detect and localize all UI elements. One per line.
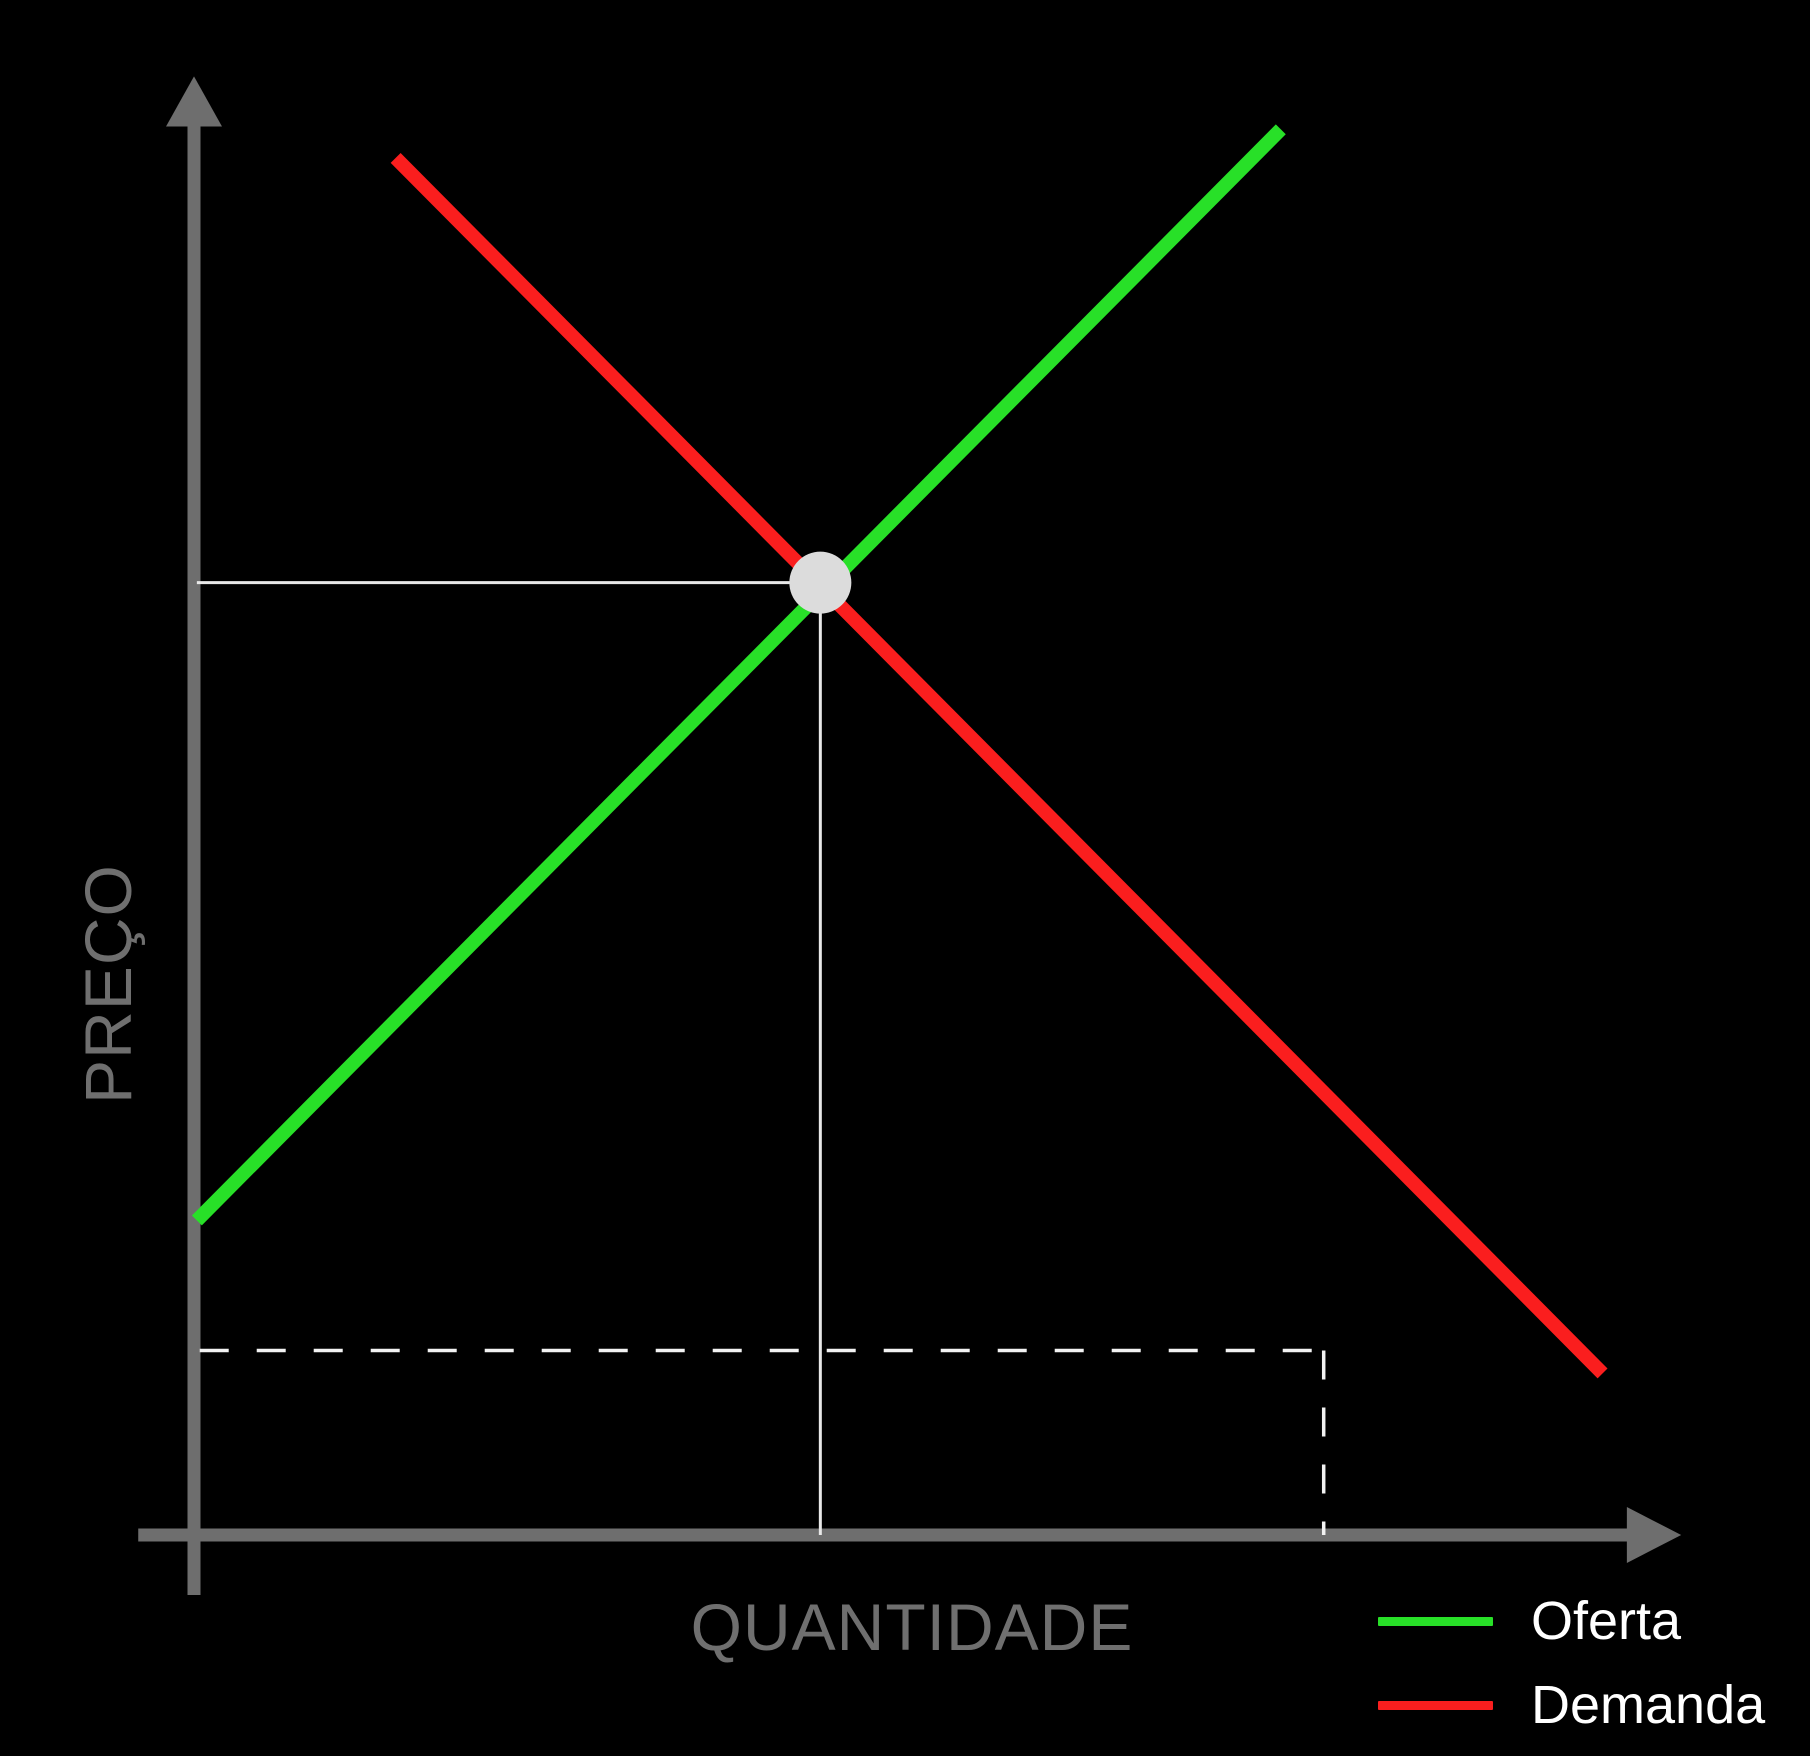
series-line-demanda <box>390 152 1608 1379</box>
legend: Oferta Demanda <box>1378 1586 1765 1740</box>
y-axis-label: PREÇO <box>71 864 145 1104</box>
legend-item-oferta: Oferta <box>1378 1586 1765 1656</box>
legend-item-demanda: Demanda <box>1378 1670 1765 1740</box>
x-axis-arrow <box>1626 1507 1682 1563</box>
y-axis-arrow <box>166 76 222 127</box>
demanda-line-swatch <box>1378 1700 1493 1710</box>
x-axis-label: QUANTIDADE <box>690 1590 1134 1664</box>
equilibrium-point <box>789 551 852 614</box>
legend-label-demanda: Demanda <box>1531 1675 1766 1735</box>
legend-label-oferta: Oferta <box>1531 1591 1682 1651</box>
series-line-oferta <box>191 124 1286 1226</box>
oferta-line-swatch <box>1378 1616 1493 1626</box>
